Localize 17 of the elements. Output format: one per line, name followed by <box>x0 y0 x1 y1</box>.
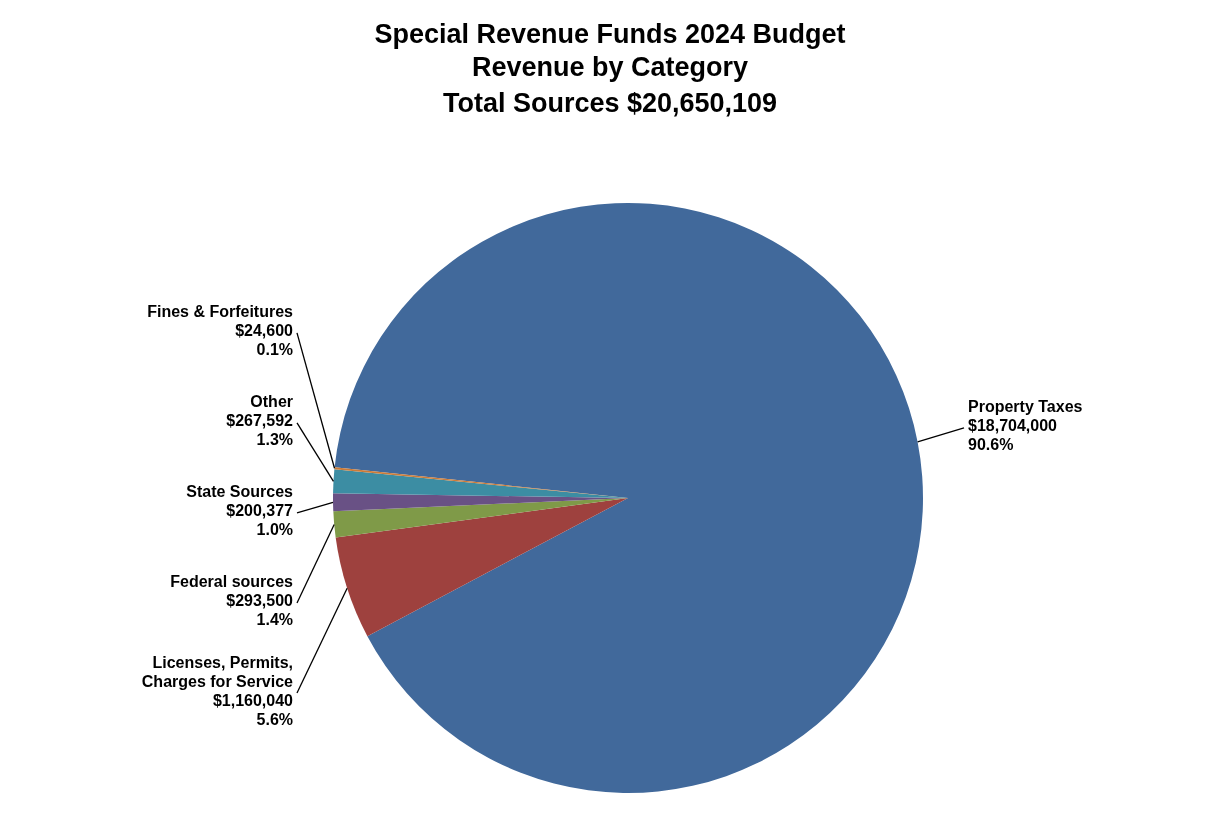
slice-label: Property Taxes <box>968 398 1083 416</box>
chart-title: Special Revenue Funds 2024 Budget <box>374 19 846 49</box>
slice-label: Licenses, Permits, Charges for Service <box>141 653 294 690</box>
pie-slice <box>335 498 628 637</box>
slice-label: Other <box>250 393 293 411</box>
pie-slice <box>334 203 923 793</box>
data-label: $18,704,000 90.6% <box>968 417 1058 454</box>
chart-subtitle: Revenue by Category <box>471 52 749 82</box>
data-label: $24,600 0.1% <box>235 322 294 359</box>
data-label: $1,160,040 5.6% <box>212 691 294 728</box>
data-label: $267,592 1.3% <box>226 412 294 449</box>
data-label: $293,500 1.4% <box>226 592 294 629</box>
data-label: $200,377 1.0% <box>226 502 294 539</box>
slice-label: State Sources <box>186 483 294 501</box>
slice-label: Fines & Forfeitures <box>147 303 294 321</box>
slice-label: Federal sources <box>170 573 294 591</box>
text: Total Sources $20,650,109 <box>442 88 778 118</box>
